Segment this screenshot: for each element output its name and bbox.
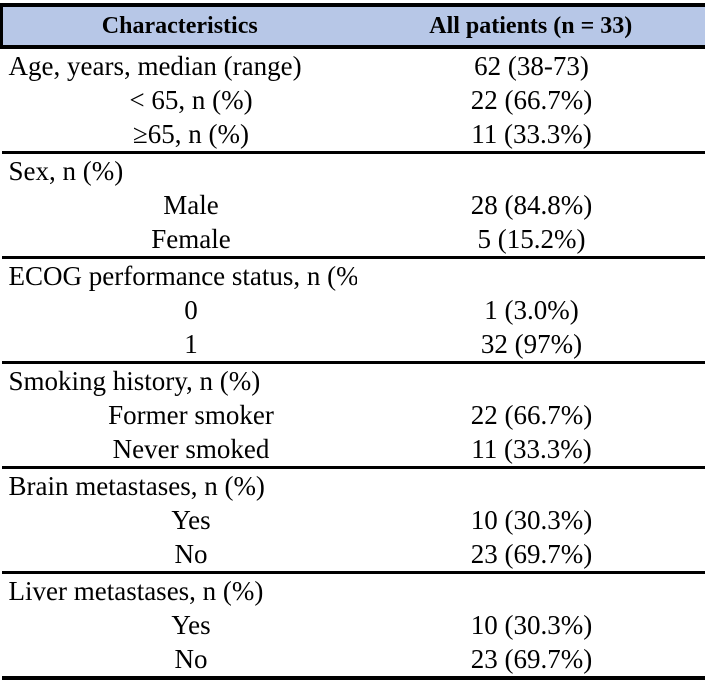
table-row: 0 1 (3.0%) [2,293,705,327]
label-cell: No [174,643,208,674]
table-row: < 65, n (%) 22 (66.7%) [2,83,705,117]
value-cell: 22 (66.7%) [470,399,593,430]
value-cell [356,256,705,293]
label-cell: No [174,538,208,569]
column-header-all-patients: All patients (n = 33) [356,3,705,49]
table-row: Age, years, median (range) 62 (38-73) [2,47,705,83]
label-cell: Smoking history, n (%) [1,361,357,398]
value-cell: 11 (33.3%) [471,433,592,464]
value-cell: 23 (69.7%) [470,643,593,674]
value-cell: 11 (33.3%) [471,118,592,149]
table-row: Liver metastases, n (%) [1,571,705,608]
label-cell: Never smoked [112,433,270,464]
table-row: Brain metastases, n (%) [1,466,705,503]
label-cell: Brain metastases, n (%) [1,466,357,503]
table-row: Female 5 (15.2%) [2,222,705,258]
table-row: Yes 10 (30.3%) [2,503,705,537]
value-cell [356,151,705,188]
label-cell: 1 [184,328,198,359]
value-cell: 10 (30.3%) [470,609,593,640]
label-cell: ECOG performance status, n (%) [1,256,357,293]
column-header-characteristics: Characteristics [0,3,357,49]
table-row: No 23 (69.7%) [2,642,705,678]
value-cell: 1 (3.0%) [484,294,579,325]
table-row: Smoking history, n (%) [1,361,705,398]
label-cell: Yes [171,504,211,535]
label-cell: Former smoker [108,399,274,430]
label-cell: Female [151,223,231,254]
table-row: No 23 (69.7%) [2,537,705,573]
label-cell: 0 [184,294,198,325]
table-row: Sex, n (%) [1,151,705,188]
value-cell [356,466,705,503]
table-row: 1 32 (97%) [2,327,705,363]
label-cell: ≥65, n (%) [132,118,250,149]
label-cell: Age, years, median (range) [8,50,302,81]
patient-characteristics-table: Characteristics All patients (n = 33) Ag… [0,3,705,680]
label-cell: Sex, n (%) [1,151,357,188]
table-row: Former smoker 22 (66.7%) [2,398,705,432]
value-cell: 23 (69.7%) [470,538,593,569]
table-row: Never smoked 11 (33.3%) [2,432,705,468]
patient-characteristics-figure: Characteristics All patients (n = 33) Ag… [0,3,705,680]
value-cell [356,571,705,608]
header-row: Characteristics All patients (n = 33) [0,3,705,49]
value-cell: 10 (30.3%) [470,504,593,535]
value-cell: 28 (84.8%) [470,189,593,220]
table-row: ≥65, n (%) 11 (33.3%) [2,117,705,153]
value-cell [356,361,705,398]
label-cell: Male [163,189,219,220]
table-row: ECOG performance status, n (%) [1,256,705,293]
table-row: Yes 10 (30.3%) [2,608,705,642]
value-cell: 5 (15.2%) [477,223,586,254]
table-row: Male 28 (84.8%) [2,188,705,222]
value-cell: 22 (66.7%) [470,84,593,115]
label-cell: < 65, n (%) [129,84,253,115]
value-cell: 62 (38-73) [474,50,589,81]
label-cell: Liver metastases, n (%) [1,571,357,608]
label-cell: Yes [171,609,211,640]
value-cell: 32 (97%) [480,328,583,359]
